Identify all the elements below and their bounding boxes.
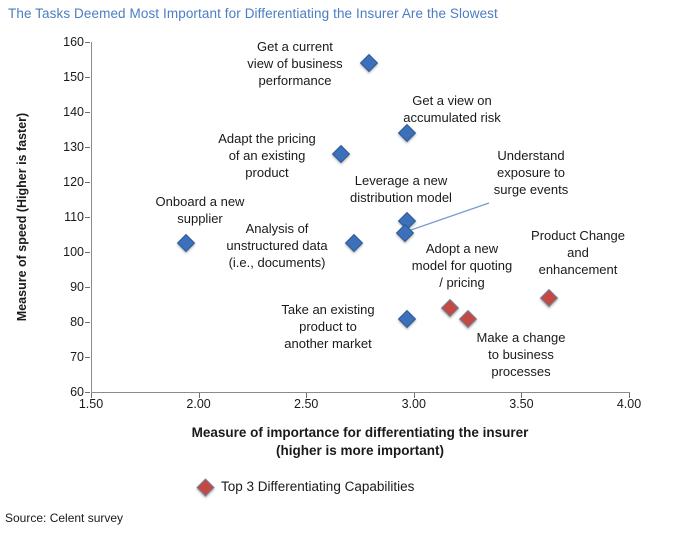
point-label-line: supplier — [177, 211, 223, 226]
point-label-line: Adopt a new — [425, 241, 499, 256]
point-label-line: / pricing — [439, 275, 485, 290]
x-tick-label: 3.50 — [509, 397, 534, 411]
y-tick-mark — [85, 182, 90, 183]
point-label-line: performance — [258, 73, 332, 88]
y-tick-mark — [85, 42, 90, 43]
y-tick-label: 140 — [63, 105, 84, 119]
point-label-line: Adapt the pricing — [218, 131, 316, 146]
point-label-line: product — [245, 165, 289, 180]
point-label: Leverage a new distribution model — [350, 172, 452, 206]
point-label-line: Make a change — [476, 330, 566, 345]
x-axis-title-line1: Measure of importance for differentiatin… — [191, 425, 529, 440]
x-tick-mark — [198, 393, 200, 398]
point-label-line: Leverage a new — [354, 173, 448, 188]
x-tick-mark — [413, 393, 415, 398]
point-label-line: exposure to — [497, 165, 565, 180]
legend: Top 3 Differentiating Capabilities — [196, 478, 415, 497]
point-label-line: Get a current — [257, 39, 333, 54]
y-tick-label: 100 — [63, 245, 84, 259]
y-tick-mark — [85, 112, 90, 113]
y-tick-label: 130 — [63, 140, 84, 154]
plot-area — [91, 42, 630, 393]
x-tick-label: 4.00 — [616, 397, 642, 411]
point-label-line: processes — [491, 364, 551, 379]
y-tick-mark — [85, 357, 90, 358]
y-tick-label: 150 — [63, 70, 84, 84]
point-label: Make a change to business processes — [477, 329, 566, 380]
point-label-line: distribution model — [350, 190, 452, 205]
point-label-line: Get a view on — [412, 93, 492, 108]
chart-title: The Tasks Deemed Most Important for Diff… — [8, 6, 498, 21]
source-note: Source: Celent survey — [5, 511, 124, 525]
point-label-line: Understand — [497, 148, 565, 163]
y-tick-mark — [85, 392, 90, 393]
y-tick-mark — [85, 147, 90, 148]
x-axis-title-line2: (higher is more important) — [275, 443, 444, 458]
y-tick-label: 80 — [70, 315, 84, 329]
legend-label: Top 3 Differentiating Capabilities — [221, 479, 415, 494]
y-tick-mark — [85, 77, 90, 78]
y-tick-label: 90 — [70, 280, 84, 294]
x-tick-mark — [91, 393, 92, 398]
point-label-line: view of business — [247, 56, 343, 71]
point-label-line: to business — [488, 347, 554, 362]
x-tick-mark — [629, 393, 630, 398]
point-label-line: model for quoting — [411, 258, 513, 273]
point-label-line: product to — [299, 319, 357, 334]
point-label-line: (i.e., documents) — [228, 255, 326, 270]
point-label: Get a current view of business performance — [247, 38, 342, 89]
point-label: Understand exposure to surge events — [494, 147, 568, 198]
y-tick-label: 110 — [64, 210, 84, 224]
y-tick-label: 120 — [63, 175, 84, 189]
point-label: Onboard a new supplier — [156, 193, 245, 227]
x-tick-mark — [306, 393, 308, 398]
point-label-line: another market — [284, 336, 372, 351]
point-label-line: Take an existing — [281, 302, 375, 317]
y-axis-title: Measure of speed (Higher is faster) — [15, 112, 29, 322]
point-label-line: of an existing — [228, 148, 306, 163]
x-tick-label: 3.00 — [401, 397, 426, 411]
x-tick-label: 2.00 — [186, 397, 211, 411]
legend-marker-wrap — [196, 478, 215, 497]
y-tick-mark — [85, 322, 90, 323]
y-tick-mark — [85, 217, 90, 218]
point-label-line: unstructured data — [226, 238, 328, 253]
point-label: Take an existing product to another market — [281, 301, 374, 352]
x-tick-label: 2.50 — [294, 397, 319, 411]
y-tick-label: 160 — [63, 35, 84, 49]
point-label: Product Change and enhancement — [531, 227, 625, 278]
x-tick-mark — [521, 393, 523, 398]
point-label-line: and — [567, 245, 589, 260]
point-label: Adopt a new model for quoting / pricing — [412, 240, 512, 291]
point-label-line: Analysis of — [245, 221, 309, 236]
y-tick-mark — [85, 252, 90, 253]
point-label: Get a view on accumulated risk — [403, 92, 501, 126]
point-label-line: Onboard a new — [155, 194, 245, 209]
red-diamond-icon — [196, 478, 215, 497]
point-label-line: accumulated risk — [403, 110, 501, 125]
point-label-line: Product Change — [531, 228, 625, 243]
point-label: Adapt the pricing of an existing product — [218, 130, 316, 181]
x-axis-title: Measure of importance for differentiatin… — [91, 424, 629, 460]
y-tick-label: 60 — [70, 385, 84, 399]
x-tick-label: 1.50 — [78, 397, 104, 411]
y-tick-label: 70 — [70, 350, 84, 364]
point-label: Analysis of unstructured data (i.e., docum… — [226, 220, 327, 271]
point-label-line: enhancement — [538, 262, 618, 277]
point-label-line: surge events — [493, 182, 569, 197]
y-tick-mark — [85, 287, 90, 288]
